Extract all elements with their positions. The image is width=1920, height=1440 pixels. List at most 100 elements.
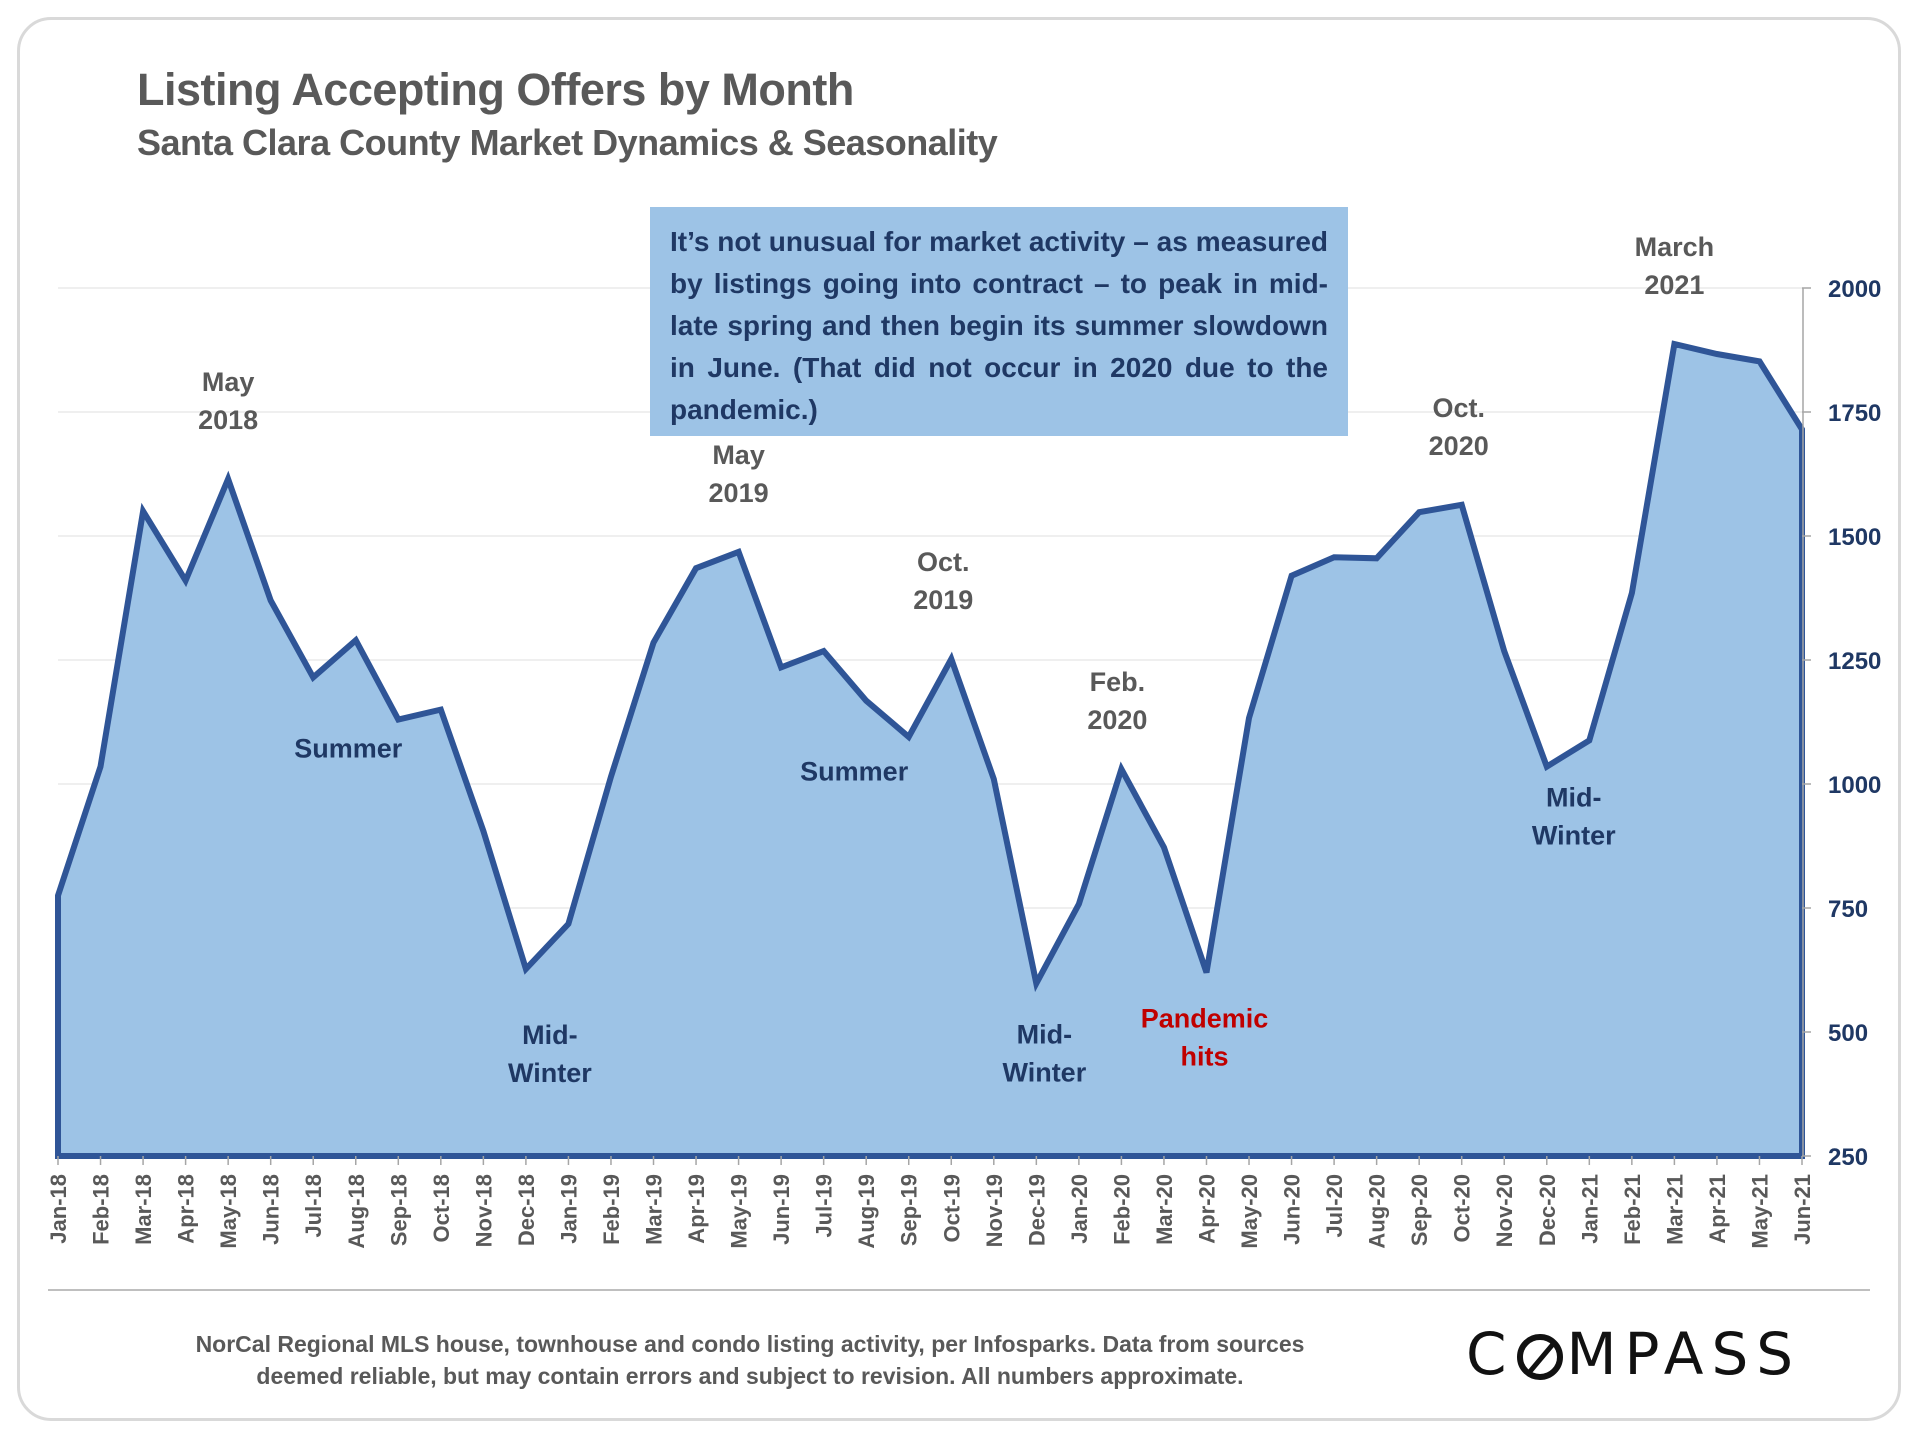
x-tick-label: Sep-18	[386, 1174, 411, 1246]
x-tick-label: Mar-19	[642, 1174, 667, 1245]
chart-annotation: Mid- Winter	[508, 1020, 592, 1088]
footer-divider	[48, 1289, 1870, 1291]
y-tick-label: 250	[1828, 1144, 1868, 1171]
annotation-line: May	[202, 367, 255, 397]
x-tick-label: Mar-21	[1662, 1174, 1687, 1245]
logo-text-end: MPASS	[1566, 1320, 1802, 1388]
y-tick-label: 2000	[1828, 276, 1881, 303]
x-tick-label: Dec-20	[1535, 1174, 1560, 1246]
x-tick-label: Oct-19	[939, 1174, 964, 1242]
y-tick-label: 1000	[1828, 772, 1881, 799]
x-tick-label: Jul-18	[301, 1174, 326, 1238]
annotation-line: 2018	[198, 405, 258, 435]
x-tick-label: Oct-20	[1450, 1174, 1475, 1242]
x-tick-label: Feb-21	[1620, 1174, 1645, 1245]
x-tick-label: Feb-20	[1109, 1174, 1134, 1245]
annotation-note-box: It’s not unusual for market activity – a…	[650, 207, 1348, 436]
annotation-line: 2020	[1087, 705, 1147, 735]
chart-annotation: May 2018	[198, 367, 258, 435]
annotation-line: Oct.	[917, 547, 970, 577]
x-tick-label: Aug-18	[344, 1174, 369, 1249]
chart-annotation: Mid- Winter	[1002, 1019, 1086, 1087]
x-tick-label: Feb-18	[89, 1174, 114, 1245]
x-tick-label: Jan-20	[1067, 1174, 1092, 1244]
chart-title: Listing Accepting Offers by Month	[137, 64, 854, 115]
chart-annotation: Oct. 2020	[1429, 393, 1489, 461]
x-tick-label: Mar-20	[1152, 1174, 1177, 1245]
chart-annotation: Mid- Winter	[1532, 783, 1616, 851]
annotation-line: Winter	[1532, 821, 1616, 851]
annotation-line: Mid-	[1546, 783, 1601, 813]
x-tick-label: Aug-20	[1365, 1174, 1390, 1249]
annotations: May 2018 Summer Mid- Winter May 2019 Summer Oct.…	[198, 232, 1714, 1088]
annotation-line: May	[712, 440, 765, 470]
x-tick-label: May-19	[727, 1174, 752, 1249]
y-tick-label: 750	[1828, 896, 1868, 923]
x-tick-label: Apr-20	[1194, 1174, 1219, 1244]
chart-annotation: Feb. 2020	[1087, 667, 1147, 735]
x-tick-label: Nov-20	[1492, 1174, 1517, 1247]
chart-subtitle: Santa Clara County Market Dynamics & Sea…	[137, 122, 998, 163]
annotation-line: 2019	[913, 585, 973, 615]
x-tick-label: Dec-18	[514, 1174, 539, 1246]
annotation-line: 2021	[1644, 270, 1704, 300]
x-tick-label: Jan-21	[1577, 1174, 1602, 1244]
source-note-line-2: deemed reliable, but may contain errors …	[256, 1363, 1244, 1389]
y-axis-labels: 250 500 750 1000 1250 1500 1750 2000	[1828, 276, 1881, 1171]
chart-annotation: Summer	[800, 757, 909, 787]
y-tick-label: 500	[1828, 1020, 1868, 1047]
x-tick-label: Mar-18	[131, 1174, 156, 1245]
compass-logo: C MPASS	[1466, 1320, 1801, 1388]
annotation-line: 2020	[1429, 431, 1489, 461]
area-fill	[58, 344, 1802, 1156]
x-tick-label: Jul-20	[1322, 1174, 1347, 1238]
x-tick-label: Jun-20	[1280, 1174, 1305, 1245]
chart-annotation: May 2019	[709, 440, 769, 508]
annotation-line: Summer	[294, 733, 403, 763]
x-tick-label: Oct-18	[429, 1174, 454, 1242]
chart-annotation: March 2021	[1635, 232, 1715, 300]
x-tick-label: Feb-19	[599, 1174, 624, 1245]
logo-text-start: C	[1466, 1320, 1515, 1388]
axes	[57, 287, 1811, 1165]
chart-annotation: Oct. 2019	[913, 547, 973, 615]
x-tick-label: Apr-21	[1705, 1174, 1730, 1244]
x-tick-label: Jun-21	[1790, 1174, 1815, 1245]
x-tick-label: Sep-19	[897, 1174, 922, 1246]
x-tick-label: Apr-18	[174, 1174, 199, 1244]
annotation-line: 2019	[709, 478, 769, 508]
x-tick-label: Jan-18	[46, 1174, 71, 1244]
x-tick-label: Jun-19	[769, 1174, 794, 1245]
chart-annotation: Pandemic hits	[1141, 1003, 1269, 1071]
x-tick-label: Jul-19	[812, 1174, 837, 1238]
annotation-line: March	[1635, 232, 1715, 262]
x-tick-label: Jun-18	[259, 1174, 284, 1245]
x-tick-label: Jan-19	[556, 1174, 581, 1244]
compass-o-icon	[1516, 1334, 1563, 1380]
x-tick-label: Sep-20	[1407, 1174, 1432, 1246]
annotation-line: Mid-	[1017, 1019, 1072, 1049]
y-tick-label: 1750	[1828, 400, 1881, 427]
x-axis-labels: Jan-18 Feb-18 Mar-18 Apr-18 May-18 Jun-18 Jul-…	[46, 1174, 1815, 1249]
annotation-line: Pandemic	[1141, 1003, 1269, 1033]
y-tick-label: 1500	[1828, 524, 1881, 551]
x-tick-label: Nov-18	[471, 1174, 496, 1247]
annotation-line: Winter	[1002, 1057, 1086, 1087]
chart-annotation: Summer	[294, 733, 403, 763]
x-tick-label: May-20	[1237, 1174, 1262, 1249]
source-note: NorCal Regional MLS house, townhouse and…	[150, 1328, 1350, 1392]
annotation-line: hits	[1180, 1041, 1228, 1071]
x-tick-label: Dec-19	[1024, 1174, 1049, 1246]
x-tick-label: Nov-19	[982, 1174, 1007, 1247]
x-tick-label: May-18	[216, 1174, 241, 1249]
source-note-line-1: NorCal Regional MLS house, townhouse and…	[195, 1331, 1305, 1357]
annotation-note-text: It’s not unusual for market activity – a…	[670, 226, 1328, 425]
annotation-line: Winter	[508, 1058, 592, 1088]
x-tick-label: May-21	[1747, 1174, 1772, 1249]
annotation-line: Mid-	[522, 1020, 577, 1050]
y-tick-label: 1250	[1828, 648, 1881, 675]
annotation-line: Oct.	[1432, 393, 1485, 423]
annotation-line: Feb.	[1090, 667, 1146, 697]
annotation-line: Summer	[800, 757, 909, 787]
